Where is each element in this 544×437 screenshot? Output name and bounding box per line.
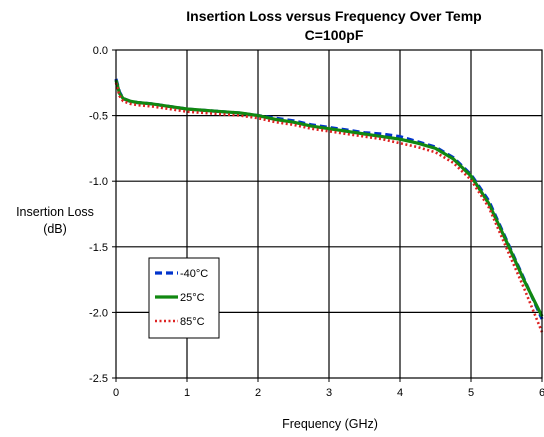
- x-tick-label: 2: [255, 387, 261, 399]
- x-tick-label: 5: [468, 387, 474, 399]
- y-axis-label: Insertion Loss: [16, 205, 94, 219]
- x-axis-label: Frequency (GHz): [282, 417, 378, 431]
- y-tick-label: -0.5: [89, 111, 108, 123]
- y-tick-label: -1.0: [89, 176, 108, 188]
- y-tick-label: 0.0: [93, 45, 108, 57]
- x-tick-label: 0: [113, 387, 119, 399]
- series-line-1: [114, 79, 544, 318]
- legend: -40°C 25°C 85°C: [148, 257, 220, 339]
- chart-subtitle: C=100pF: [305, 27, 364, 43]
- series-lines: [114, 78, 544, 333]
- y-tick-label: -1.5: [89, 242, 108, 254]
- y-axis-unit: (dB): [43, 222, 67, 236]
- legend-label: 85°C: [180, 316, 205, 328]
- legend-label: -40°C: [180, 268, 208, 280]
- x-tick-labels: 0 1 2 3 4 5 6: [113, 378, 544, 399]
- y-tick-labels: 0.0 -0.5 -1.0 -1.5 -2.0 -2.5: [89, 45, 116, 385]
- x-tick-label: 4: [397, 387, 403, 399]
- y-tick-label: -2.0: [89, 307, 108, 319]
- series-line-2: [114, 82, 544, 333]
- legend-box: [148, 257, 220, 339]
- y-tick-label: -2.5: [89, 373, 108, 385]
- x-tick-label: 3: [326, 387, 332, 399]
- legend-label: 25°C: [180, 292, 205, 304]
- grid-lines: [116, 50, 542, 378]
- x-tick-label: 6: [539, 387, 544, 399]
- x-tick-label: 1: [184, 387, 190, 399]
- chart-title: Insertion Loss versus Frequency Over Tem…: [186, 8, 481, 24]
